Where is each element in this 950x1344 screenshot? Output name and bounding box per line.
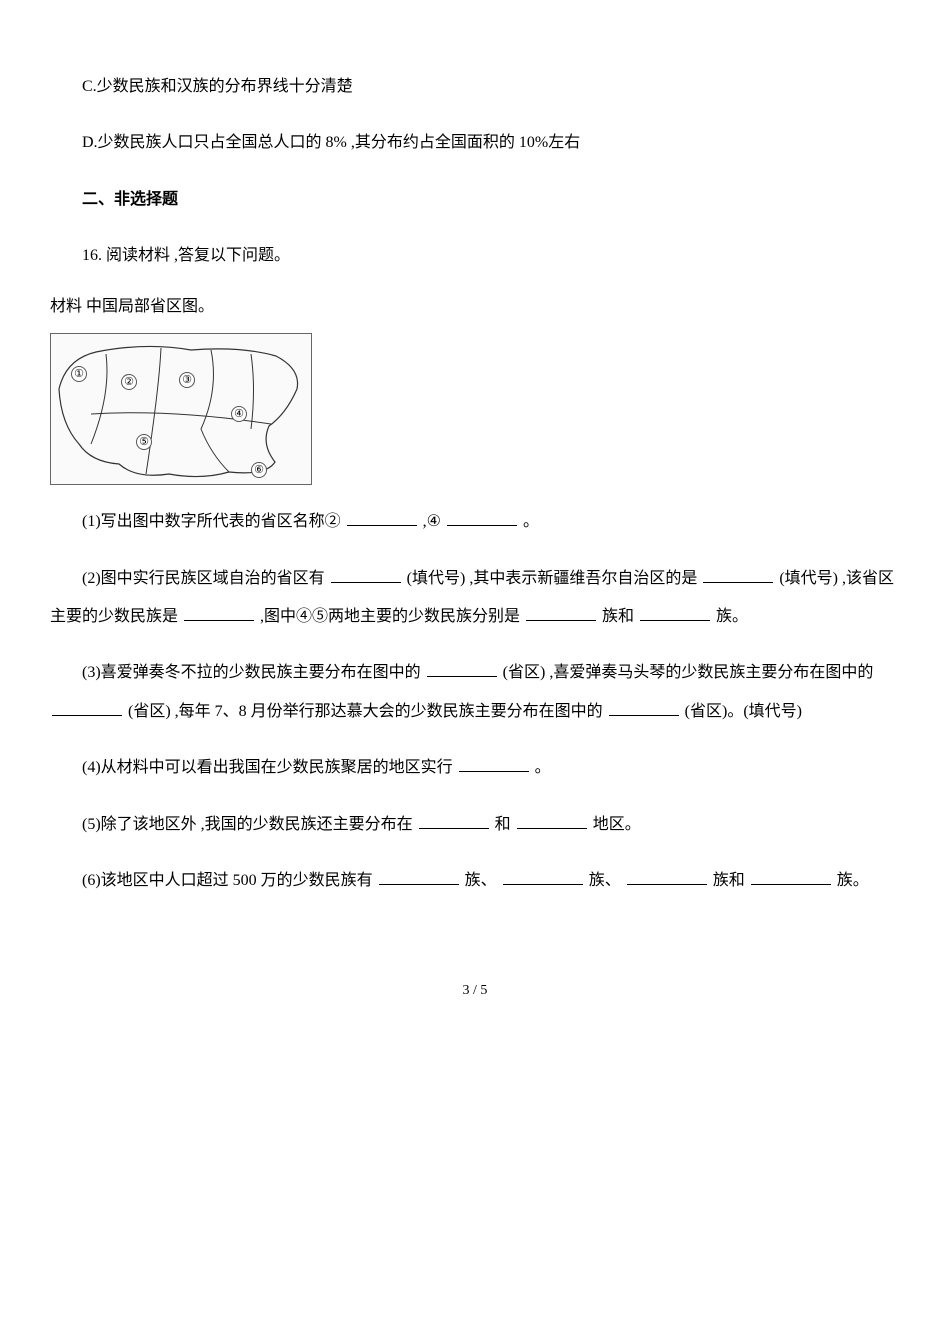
text: (填代号) ,其中表示新疆维吾尔自治区的是: [407, 570, 698, 587]
map-figure: ① ② ③ ④ ⑤ ⑥: [50, 333, 312, 485]
text: (省区)。(填代号): [685, 703, 802, 720]
text: (3)喜爱弹奏冬不拉的少数民族主要分布在图中的: [82, 664, 421, 681]
text: 和: [495, 816, 511, 833]
text: (省区) ,每年 7、8 月份举行那达慕大会的少数民族主要分布在图中的: [128, 703, 603, 720]
blank[interactable]: [526, 602, 596, 621]
blank[interactable]: [503, 866, 583, 885]
q16-part4: (4)从材料中可以看出我国在少数民族聚居的地区实行 。: [50, 749, 900, 787]
blank[interactable]: [347, 508, 417, 527]
text: (4)从材料中可以看出我国在少数民族聚居的地区实行: [82, 759, 453, 776]
section2-title: 二、非选择题: [50, 181, 900, 219]
text: (1)写出图中数字所代表的省区名称②: [82, 513, 341, 530]
blank[interactable]: [447, 508, 517, 527]
text: 族、: [465, 872, 497, 889]
material-label: 材料 中国局部省区图。: [50, 294, 900, 320]
text: 族。: [837, 872, 869, 889]
option-d: D.少数民族人口只占全国总人口的 8% ,其分布约占全国面积的 10%左右: [50, 124, 900, 162]
text: (2)图中实行民族区域自治的省区有: [82, 570, 325, 587]
text: (省区) ,喜爱弹奏马头琴的少数民族主要分布在图中的: [503, 664, 874, 681]
blank[interactable]: [379, 866, 459, 885]
text: 族和: [602, 608, 634, 625]
text: (5)除了该地区外 ,我国的少数民族还主要分布在: [82, 816, 413, 833]
q16-part6: (6)该地区中人口超过 500 万的少数民族有 族、 族、 族和 族。: [50, 862, 900, 900]
text: 。: [523, 513, 539, 530]
map-svg: [51, 334, 311, 484]
blank[interactable]: [427, 659, 497, 678]
page-number: 3 / 5: [50, 980, 900, 1002]
blank[interactable]: [640, 602, 710, 621]
text: 地区。: [593, 816, 641, 833]
q16-part3: (3)喜爱弹奏冬不拉的少数民族主要分布在图中的 (省区) ,喜爱弹奏马头琴的少数…: [50, 654, 900, 731]
q16-part2: (2)图中实行民族区域自治的省区有 (填代号) ,其中表示新疆维吾尔自治区的是 …: [50, 560, 900, 637]
q16-part5: (5)除了该地区外 ,我国的少数民族还主要分布在 和 地区。: [50, 806, 900, 844]
text: 族和: [713, 872, 745, 889]
blank[interactable]: [627, 866, 707, 885]
blank[interactable]: [703, 564, 773, 583]
q16-part1: (1)写出图中数字所代表的省区名称② ,④ 。: [50, 503, 900, 541]
blank[interactable]: [184, 602, 254, 621]
text: ,图中④⑤两地主要的少数民族分别是: [260, 608, 520, 625]
text: ,④: [423, 513, 441, 530]
blank[interactable]: [419, 810, 489, 829]
option-c: C.少数民族和汉族的分布界线十分清楚: [50, 68, 900, 106]
q16-stem: 16. 阅读材料 ,答复以下问题。: [50, 237, 900, 275]
blank[interactable]: [751, 866, 831, 885]
text: 族。: [716, 608, 748, 625]
text: 族、: [589, 872, 621, 889]
blank[interactable]: [609, 697, 679, 716]
text: 。: [535, 759, 551, 776]
blank[interactable]: [459, 754, 529, 773]
blank[interactable]: [52, 697, 122, 716]
blank[interactable]: [331, 564, 401, 583]
blank[interactable]: [517, 810, 587, 829]
text: (6)该地区中人口超过 500 万的少数民族有: [82, 872, 373, 889]
